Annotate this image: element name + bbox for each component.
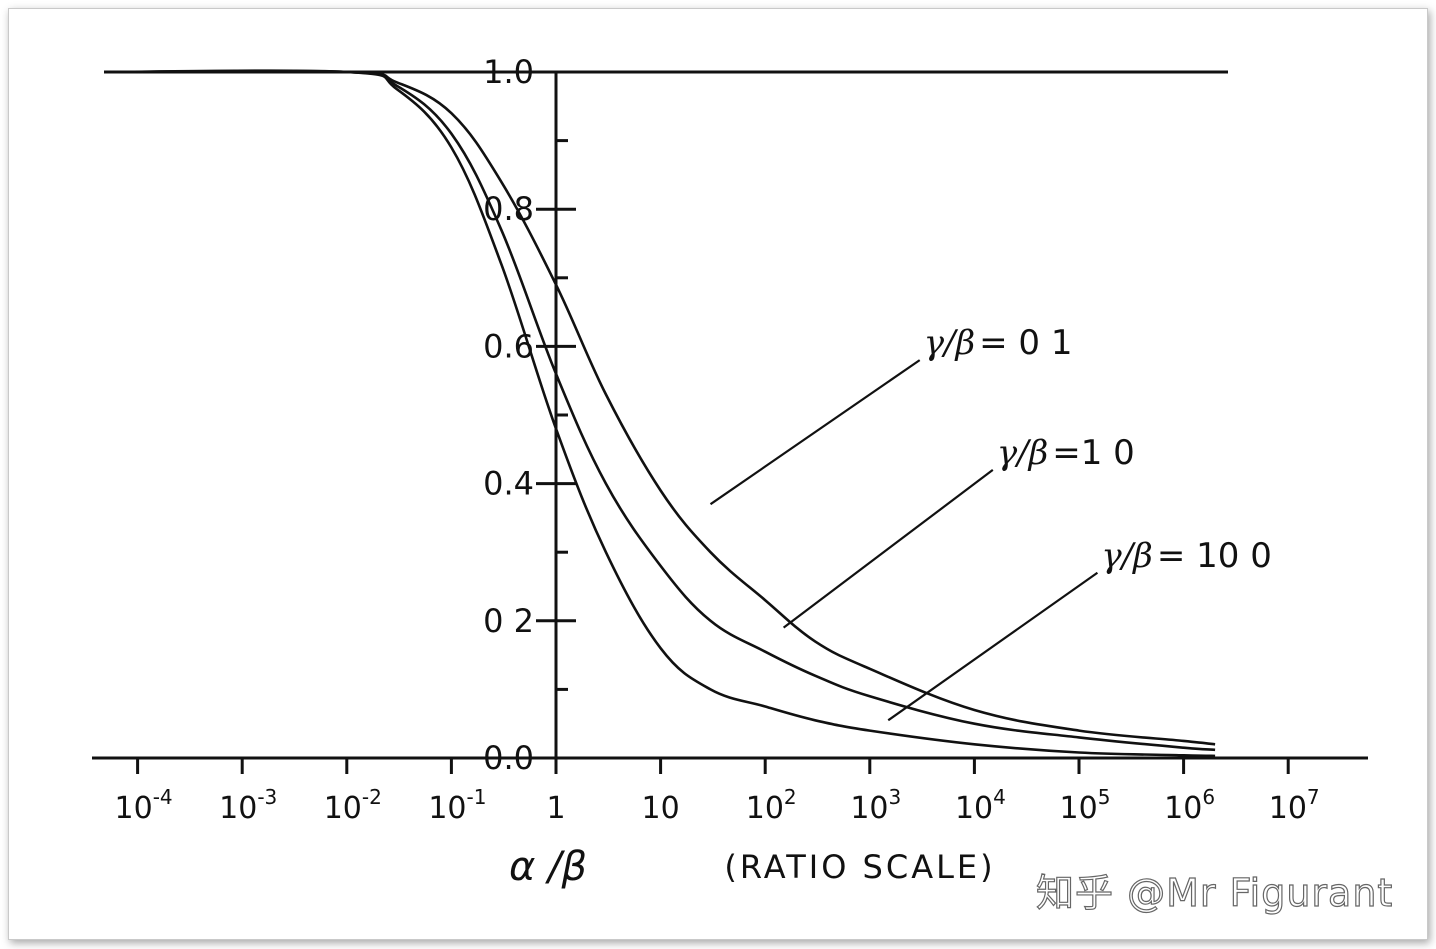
annotation-leader-1	[709, 359, 921, 506]
annotation-label-3: γ/β = 10 0	[1101, 536, 1271, 576]
x-tick-label: 104	[955, 785, 1006, 826]
x-tick-label: 105	[1060, 785, 1111, 826]
annotation-label-1: γ/β = 0 1	[924, 323, 1073, 363]
x-tick-label: 102	[746, 785, 797, 826]
series-line-3	[106, 69, 1216, 758]
x-tick-label: 106	[1164, 785, 1215, 826]
x-tick-label: 10	[642, 791, 680, 826]
x-tick-label: 107	[1269, 785, 1320, 826]
series-line-1	[106, 69, 1216, 746]
figure-frame	[8, 8, 1428, 940]
y-tick-label: 1.0	[483, 53, 534, 91]
x-tick-label: 1	[546, 791, 565, 826]
x-tick-label: 10-4	[115, 785, 173, 826]
series-line-2	[106, 69, 1216, 752]
x-tick-label: 10-3	[219, 785, 277, 826]
x-tick-label: 10-1	[428, 785, 486, 826]
x-tick-label: 10-2	[324, 785, 382, 826]
y-tick-label: 0.0	[483, 739, 534, 777]
x-axis-label: α /β	[509, 844, 587, 890]
annotation-leader-3	[887, 571, 1099, 722]
annotation-label-2: γ/β =1 0	[997, 433, 1135, 473]
watermark: 知乎 @Mr Figurant	[1035, 870, 1394, 915]
x-tick-label: 103	[850, 785, 901, 826]
annotation-leader-2	[782, 469, 994, 629]
y-tick-label: 0 2	[483, 602, 534, 640]
y-tick-label: 0.6	[483, 327, 534, 365]
x-axis-scale-note: (RATIO SCALE)	[724, 848, 995, 886]
y-tick-label: 0.4	[483, 465, 534, 503]
